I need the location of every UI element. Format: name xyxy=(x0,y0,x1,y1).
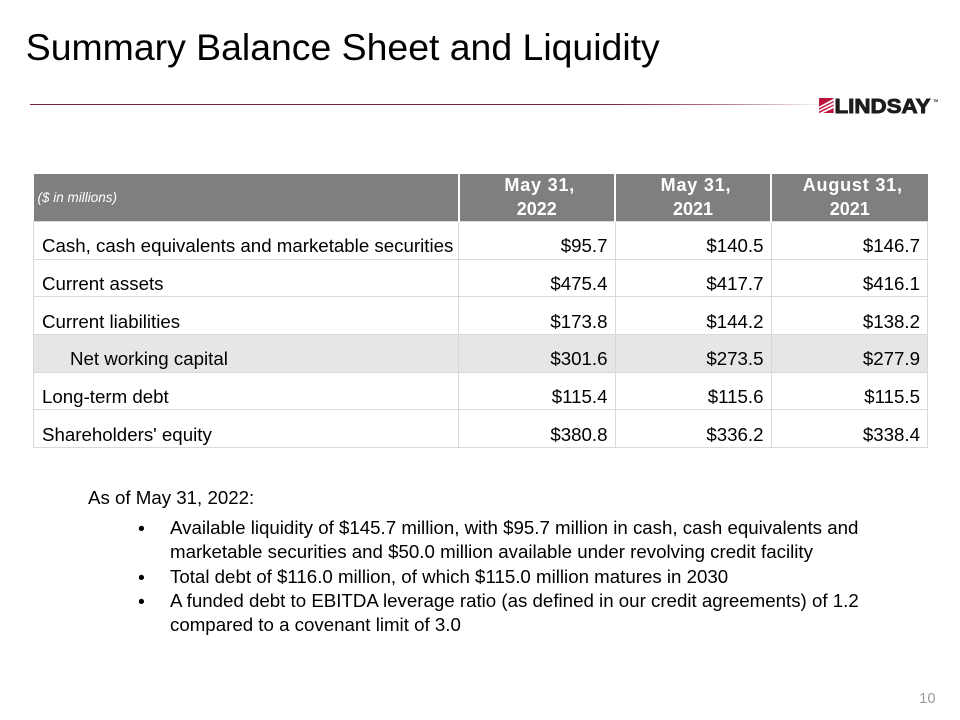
svg-text:TM: TM xyxy=(933,99,938,103)
svg-text:LINDSAY: LINDSAY xyxy=(835,95,931,118)
